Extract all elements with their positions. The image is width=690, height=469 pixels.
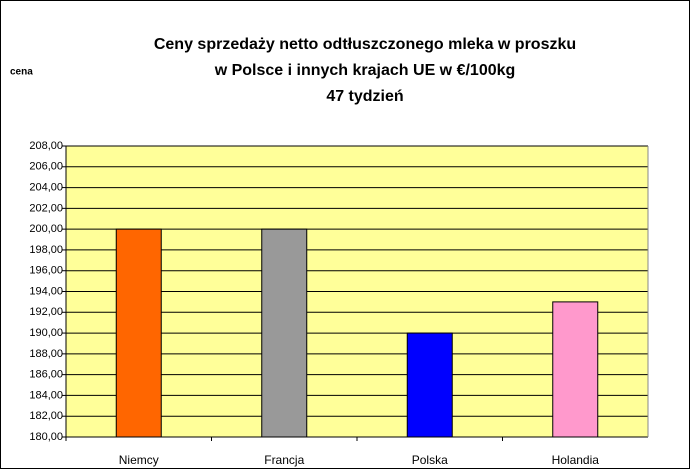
- x-tick-label: Polska: [412, 453, 448, 467]
- y-axis-label: cena: [10, 67, 33, 78]
- x-tick-label: Niemcy: [119, 453, 159, 467]
- bar: [406, 332, 453, 438]
- y-tick-label: 200,00: [29, 223, 63, 235]
- y-tick-label: 198,00: [29, 244, 63, 256]
- y-tick-label: 206,00: [29, 161, 63, 173]
- x-tick-label: Holandia: [552, 453, 600, 467]
- bar: [552, 301, 599, 438]
- y-tick-label: 196,00: [29, 265, 63, 277]
- y-tick-label: 192,00: [29, 306, 63, 318]
- y-tick-label: 204,00: [29, 181, 63, 193]
- y-tick-label: 186,00: [29, 369, 63, 381]
- y-tick-label: 194,00: [29, 285, 63, 297]
- bar: [261, 228, 308, 438]
- y-tick-label: 182,00: [29, 410, 63, 422]
- bar: [115, 228, 162, 438]
- x-tick-label: Francja: [264, 453, 304, 467]
- y-tick-label: 180,00: [29, 431, 63, 443]
- chart-title: Ceny sprzedaży netto odtłuszczonego mlek…: [154, 36, 576, 53]
- y-tick-label: 184,00: [29, 389, 63, 401]
- y-tick-label: 188,00: [29, 348, 63, 360]
- y-tick-label: 202,00: [29, 202, 63, 214]
- chart-title: 47 tydzień: [326, 88, 403, 105]
- chart-title: w Polsce i innych krajach UE w €/100kg: [214, 62, 516, 79]
- y-tick-label: 190,00: [29, 327, 63, 339]
- y-tick-label: 208,00: [29, 140, 63, 152]
